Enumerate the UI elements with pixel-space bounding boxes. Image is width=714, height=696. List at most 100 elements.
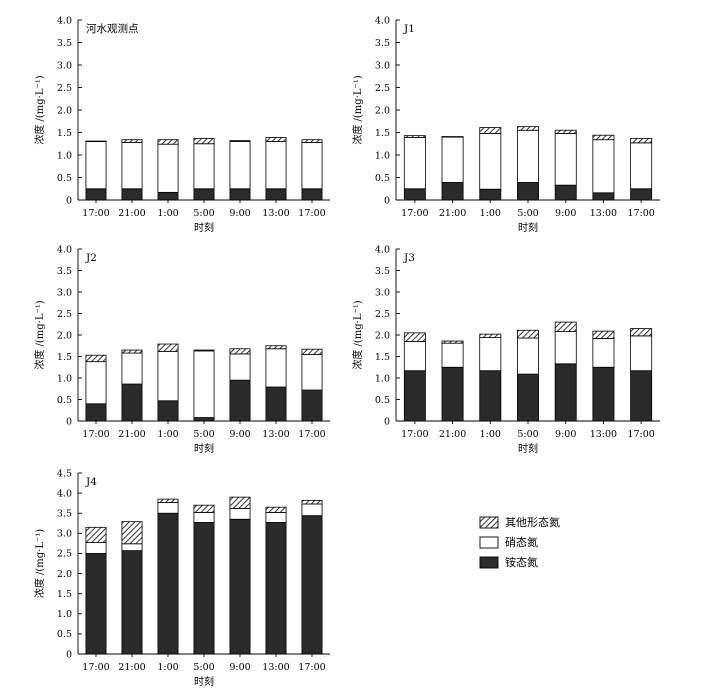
bar-segment-nitrate <box>517 337 539 375</box>
bar-segment-other <box>301 348 323 355</box>
bar-segment-other <box>301 139 323 143</box>
bar-segment-nitrate <box>193 143 215 190</box>
legend-swatch-other <box>479 516 499 529</box>
y-tick-label: 2.0 <box>57 330 72 341</box>
bar-segment-nitrate <box>85 361 107 405</box>
bar-segment-other <box>517 329 539 339</box>
bar-segment-other <box>265 137 287 142</box>
y-tick-label: 4.0 <box>375 15 390 26</box>
y-tick-label: 1.5 <box>57 352 72 363</box>
x-tick-label: 1:00 <box>157 208 178 219</box>
bar-segment-nitrate <box>479 132 502 190</box>
chart-title: 河水观测点 <box>86 22 139 35</box>
bar-segment-nitrate <box>441 136 464 183</box>
x-tick-label: 5:00 <box>193 208 214 219</box>
y-tick-label: 3.5 <box>57 266 72 277</box>
bar-segment-ammonium <box>517 373 539 422</box>
x-tick-label: 17:00 <box>401 208 428 219</box>
chart-panel-river: 0 0.5 1.0 1.5 2.0 2.5 3.0 3.5 4.0 17:00 21:00 1:00 5… <box>33 15 330 234</box>
bar-segment-other <box>403 135 426 138</box>
y-tick-label: 0 <box>384 195 390 206</box>
y-tick-label: 1.5 <box>375 352 390 363</box>
bar-segment-nitrate <box>85 542 107 554</box>
bar-segment-ammonium <box>157 400 179 422</box>
chart-title: J2 <box>85 252 97 264</box>
y-tick-label: 3.0 <box>57 529 72 540</box>
x-axis-label: 时刻 <box>194 675 214 688</box>
bar-segment-other <box>479 127 502 134</box>
x-tick-label: 5:00 <box>193 429 214 440</box>
bar-segment-ammonium <box>301 389 323 422</box>
bar-segment-other <box>441 136 464 138</box>
y-tick-label: 1.0 <box>375 373 390 384</box>
bar-segment-ammonium <box>630 370 653 422</box>
bar-segment-other <box>265 345 287 350</box>
bar-segment-ammonium <box>441 366 464 422</box>
chart-panel-j3: 0 0.5 1.0 1.5 2.0 2.5 3.0 3.5 4.0 17:00 21:00 1:00 5… <box>351 244 660 455</box>
bar-segment-other <box>193 504 215 513</box>
y-tick-label: 1.0 <box>57 150 72 161</box>
y-tick-label: 2.5 <box>57 83 72 94</box>
x-tick-label: 5:00 <box>517 429 538 440</box>
y-tick-label: 3.0 <box>57 60 72 71</box>
bar-segment-nitrate <box>479 337 502 372</box>
bar-segment-nitrate <box>554 331 577 365</box>
legend-label-ammonium: 铵态氮 <box>505 555 538 569</box>
y-axis-label: 浓度 /(mg·L⁻¹) <box>33 529 46 598</box>
bar-segment-other <box>517 126 539 131</box>
x-tick-label: 17:00 <box>82 429 109 440</box>
legend-label-nitrate: 硝态氮 <box>505 535 538 549</box>
bar-segment-ammonium <box>517 182 539 201</box>
y-axis-label: 浓度 /(mg·L⁻¹) <box>33 75 46 144</box>
x-tick-label: 17:00 <box>298 429 325 440</box>
bar-segment-nitrate <box>265 512 287 523</box>
y-tick-label: 3.0 <box>375 287 390 298</box>
x-axis-label: 时刻 <box>518 221 538 234</box>
x-tick-label: 17:00 <box>82 208 109 219</box>
y-tick-label: 0.5 <box>57 395 72 406</box>
y-tick-label: 1.5 <box>375 128 390 139</box>
chart-panel-j4: 0 0.5 1.0 1.5 2.0 2.5 3.0 3.5 4.0 4.5 17:00 21:00 1:… <box>33 468 330 688</box>
chart-panel-j1: 0 0.5 1.0 1.5 2.0 2.5 3.0 3.5 4.0 17:00 21:00 1:00 5… <box>351 15 660 234</box>
bar-segment-nitrate <box>157 350 179 402</box>
bar-segment-ammonium <box>265 386 287 422</box>
bar-segment-nitrate <box>121 352 143 385</box>
x-axis-label: 时刻 <box>194 221 214 234</box>
bar-segment-nitrate <box>403 137 426 190</box>
x-tick-label: 13:00 <box>262 429 289 440</box>
y-tick-label: 2.0 <box>57 105 72 116</box>
x-tick-label: 13:00 <box>590 208 617 219</box>
bar-segment-ammonium <box>229 188 251 201</box>
bar-segment-ammonium <box>265 522 287 655</box>
chart-title: J3 <box>403 252 415 264</box>
y-tick-label: 1.0 <box>375 150 390 161</box>
bar-segment-nitrate <box>517 129 539 183</box>
x-tick-label: 5:00 <box>193 662 214 673</box>
y-tick-label: 2.0 <box>57 569 72 580</box>
bar-segment-ammonium <box>403 188 426 201</box>
bar-segment-nitrate <box>301 503 323 517</box>
figure-legend: 其他形态氮 硝态氮 铵态氮 <box>479 515 560 569</box>
y-tick-label: 1.0 <box>57 373 72 384</box>
bar-segment-other <box>157 498 179 503</box>
x-tick-label: 17:00 <box>401 429 428 440</box>
bar-segment-nitrate <box>301 353 323 391</box>
legend-swatch-ammonium <box>479 556 499 569</box>
bar-segment-nitrate <box>229 353 251 381</box>
y-tick-label: 1.5 <box>57 589 72 600</box>
bar-segment-ammonium <box>592 366 615 422</box>
x-tick-label: 9:00 <box>555 208 576 219</box>
bar-segment-ammonium <box>403 370 426 422</box>
x-tick-label: 9:00 <box>229 208 250 219</box>
legend-swatch-nitrate <box>479 536 499 549</box>
bar-segment-ammonium <box>85 188 107 201</box>
chart-title: J4 <box>85 476 97 488</box>
legend-label-other: 其他形态氮 <box>505 515 560 529</box>
bar-segment-ammonium <box>479 188 502 201</box>
x-tick-label: 17:00 <box>82 662 109 673</box>
bar-segment-ammonium <box>193 522 215 655</box>
bar-segment-other <box>229 496 251 509</box>
bar-segment-nitrate <box>229 507 251 520</box>
x-tick-label: 9:00 <box>229 662 250 673</box>
